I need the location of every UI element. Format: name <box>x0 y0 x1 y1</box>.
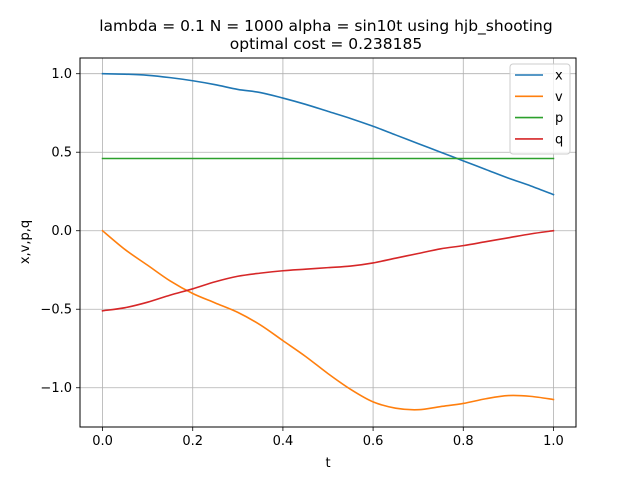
y-tick-label: −1.0 <box>40 381 72 396</box>
plot-frame <box>79 57 577 428</box>
x-tick-label: 0.0 <box>92 434 113 449</box>
series-line-v <box>101 229 555 411</box>
y-tick-label: 0.0 <box>51 224 72 239</box>
grid <box>80 58 576 427</box>
x-axis-label: t <box>325 456 330 471</box>
legend-label-x: x <box>555 69 563 84</box>
y-tick-label: 1.0 <box>51 67 72 82</box>
chart-title: lambda = 0.1 N = 1000 alpha = sin10t usi… <box>99 17 552 36</box>
series-lines <box>101 72 555 411</box>
legend-label-p: p <box>555 111 563 126</box>
x-axis-ticks: 0.0 0.2 0.4 0.6 0.8 1.0 <box>92 427 564 449</box>
x-tick-label: 1.0 <box>543 434 564 449</box>
y-tick-label: −0.5 <box>40 303 72 318</box>
legend-label-q: q <box>555 132 563 147</box>
x-tick-label: 0.6 <box>363 434 384 449</box>
x-tick-label: 0.4 <box>273 434 294 449</box>
legend-label-v: v <box>555 90 563 105</box>
chart-subtitle: optimal cost = 0.238185 <box>230 35 423 53</box>
series-line-q <box>101 229 555 312</box>
y-axis-ticks: 1.0 0.5 0.0 −0.5 −1.0 <box>40 67 80 396</box>
x-tick-label: 0.2 <box>182 434 203 449</box>
x-tick-label: 0.8 <box>453 434 474 449</box>
y-tick-label: 0.5 <box>51 146 72 161</box>
series-line-x <box>101 72 555 196</box>
legend-box <box>509 63 571 155</box>
y-axis-label: x,v,p,q <box>18 220 33 264</box>
